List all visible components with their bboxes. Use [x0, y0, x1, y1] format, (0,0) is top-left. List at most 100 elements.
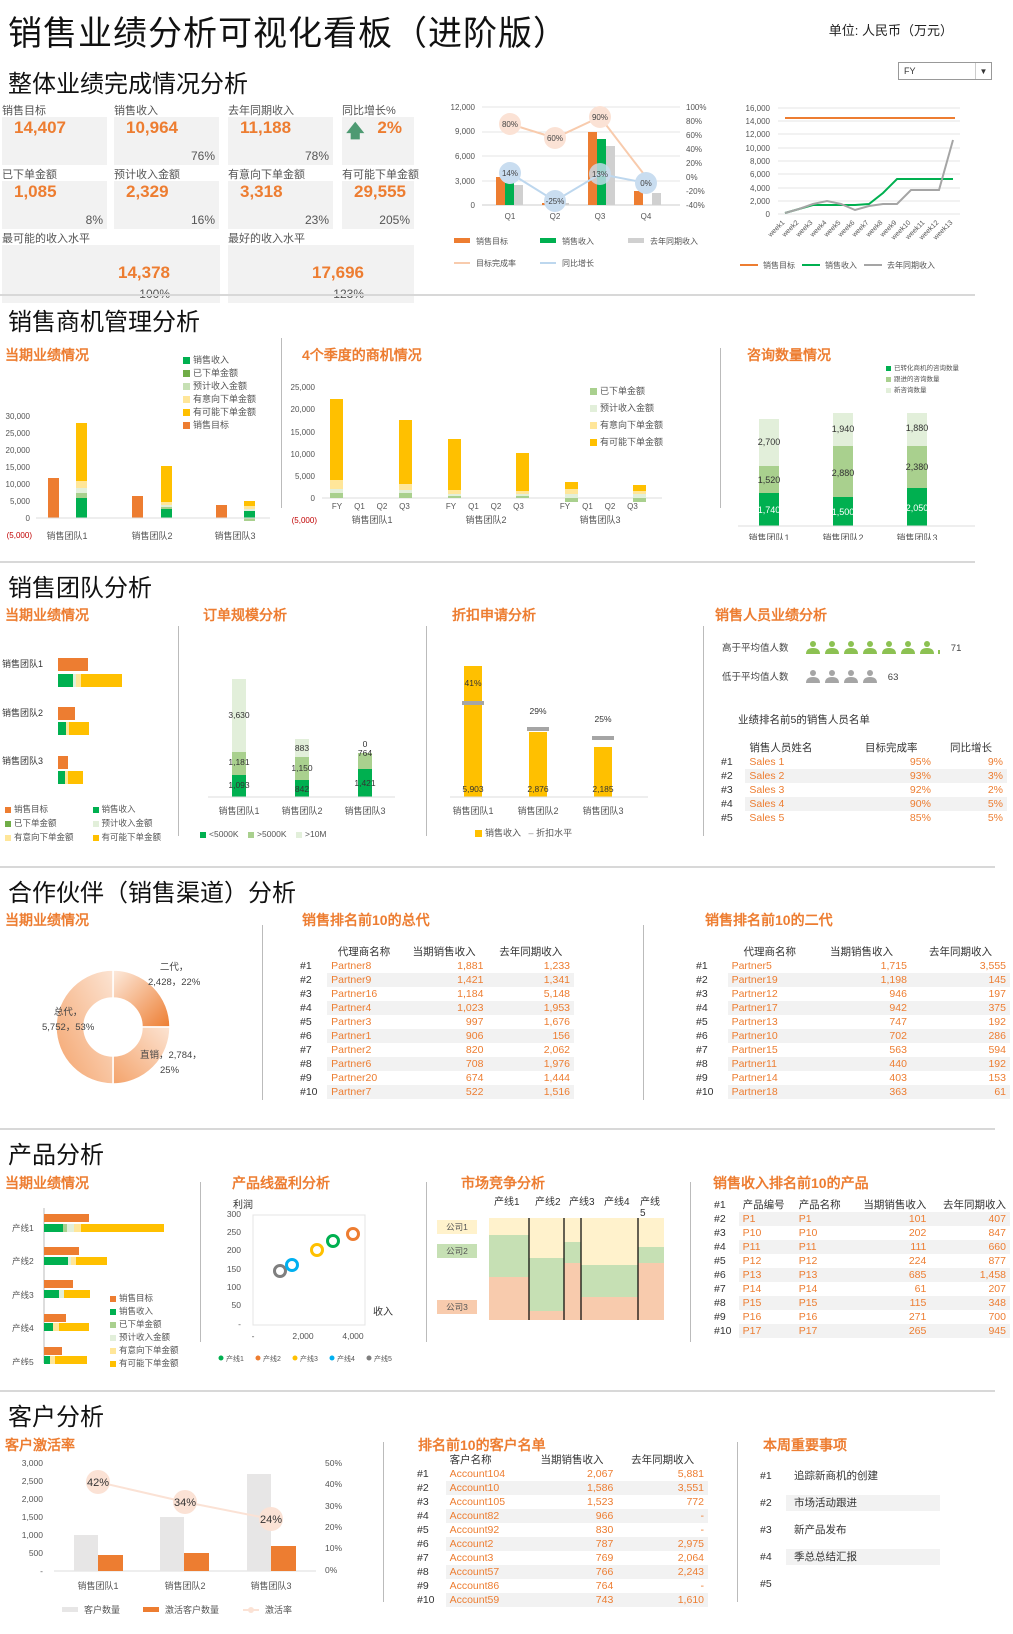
svg-text:14,000: 14,000	[746, 117, 771, 126]
svg-text:80%: 80%	[502, 120, 518, 129]
kpi-value: 1,085	[14, 182, 57, 201]
product-profit-title: 产品线盈利分析	[232, 1175, 330, 1191]
person-icon	[920, 641, 935, 654]
kpi-label: 有意向下单金额	[228, 169, 305, 181]
opp-quarter-legend: 已下单金额 预计收入金额 有意向下单金额 有可能下单金额	[590, 383, 663, 451]
top-second-partners-table: 代理商名称 当期销售收入 去年同期收入 #1 Partner5 1,715 3,555 #2…	[692, 945, 1010, 1099]
svg-text:1,940: 1,940	[832, 424, 855, 434]
svg-text:0: 0	[766, 210, 771, 219]
svg-text:29%: 29%	[529, 706, 546, 716]
kpi-percent: 16%	[190, 213, 215, 227]
kpi-card: 3,318 23%	[228, 181, 333, 229]
product-current-chart: 产线1 产线2 产线3 产线4 产线5	[12, 1208, 164, 1365]
svg-text:产线1: 产线1	[226, 1354, 244, 1363]
svg-text:销售收入: 销售收入	[825, 260, 857, 270]
opp-inquiry-legend: 已转化商机的咨询数量 跟进的咨询数量 新咨询数量	[886, 363, 959, 396]
table-row: #3 P10 P10 202 847	[714, 1227, 1006, 1239]
table-row: #9 Partner20 674 1,444	[300, 1072, 570, 1084]
table-row: #2 Sales 2 93% 3%	[717, 769, 1007, 783]
product-market-title: 市场竞争分析	[461, 1175, 545, 1191]
svg-text:激活客户数量: 激活客户数量	[165, 1604, 219, 1615]
person-icons-below	[805, 669, 881, 686]
svg-text:Q1: Q1	[468, 502, 479, 511]
kpi-card: 29,555 205%	[342, 181, 414, 229]
svg-text:Q2: Q2	[605, 502, 616, 511]
divider	[262, 925, 263, 1100]
svg-text:13%: 13%	[592, 170, 608, 179]
divider	[643, 925, 644, 1100]
company-3-label: 公司3	[437, 1300, 477, 1314]
top5-title: 业绩排名前5的销售人员名单	[738, 714, 870, 726]
svg-text:2,880: 2,880	[832, 468, 855, 478]
svg-text:Q2: Q2	[550, 212, 561, 221]
kpi-value: 2,329	[126, 182, 169, 201]
svg-text:20%: 20%	[686, 159, 702, 168]
svg-text:同比增长: 同比增长	[562, 258, 594, 268]
donut-label-second: 二代， 2,428，22%	[148, 962, 201, 988]
team-current-title: 当期业绩情况	[5, 607, 89, 623]
kpi-card: 11,188 78%	[228, 117, 333, 165]
person-icon	[863, 641, 878, 654]
svg-text:销售团队3: 销售团队3	[344, 805, 385, 816]
svg-text:42%: 42%	[87, 1477, 109, 1489]
svg-text:300: 300	[227, 1209, 241, 1219]
donut-label-direct: 直销，2,784， 25%	[140, 1050, 202, 1076]
table-row: #1 Partner5 1,715 3,555	[696, 960, 1006, 972]
svg-text:20,000: 20,000	[291, 405, 316, 414]
opp-current-title: 当期业绩情况	[5, 347, 89, 363]
below-average-label: 低于平均值人数	[722, 672, 789, 684]
svg-text:15,000: 15,000	[6, 463, 31, 472]
svg-text:销售团队2: 销售团队2	[822, 532, 863, 540]
svg-text:2,185: 2,185	[592, 784, 614, 794]
svg-text:90%: 90%	[592, 113, 608, 122]
svg-text:60%: 60%	[547, 134, 563, 143]
kpi-value: 14,378	[118, 263, 170, 282]
person-icon	[863, 670, 878, 683]
svg-text:销售团队1: 销售团队1	[46, 530, 87, 541]
todo-item: #2 市场活动跟进	[760, 1489, 940, 1516]
svg-text:Q1: Q1	[582, 502, 593, 511]
divider	[383, 1442, 384, 1602]
chevron-down-icon[interactable]: ▼	[975, 63, 991, 79]
period-select[interactable]: FY ▼	[898, 62, 992, 80]
table-row: #8 Partner6 708 1,976	[296, 1057, 574, 1071]
person-icon	[806, 670, 821, 683]
svg-text:产线5: 产线5	[374, 1354, 392, 1363]
table-row: #6 Account2 787 2,975	[413, 1537, 708, 1551]
person-icon	[844, 670, 859, 683]
svg-text:6,000: 6,000	[455, 152, 476, 161]
team-discount-legend: 销售收入 – 折扣水平	[475, 826, 572, 839]
todo-item: #4 季总总结汇报	[760, 1543, 940, 1570]
svg-text:1,093: 1,093	[228, 780, 250, 790]
kpi-value: 29,555	[354, 182, 406, 201]
svg-text:12,000: 12,000	[451, 103, 476, 112]
svg-text:764: 764	[358, 748, 372, 758]
svg-text:-25%: -25%	[546, 197, 565, 206]
divider	[690, 1182, 691, 1342]
svg-text:4,000: 4,000	[750, 184, 771, 193]
below-average-row: 低于平均值人数 63	[722, 669, 898, 686]
svg-text:0: 0	[471, 201, 476, 210]
section-title-product: 产品分析	[8, 1142, 104, 1169]
svg-text:41%: 41%	[464, 678, 481, 688]
table-row: #3 Account105 1,523 772	[417, 1496, 704, 1508]
profit-scatter-chart: 利润 300 250 200 150 100 50 - 收入 - 2,000 4,000 产线1…	[218, 1198, 393, 1363]
svg-text:30,000: 30,000	[6, 412, 31, 421]
divider	[200, 1182, 201, 1342]
opp-quarter-chart: 25,000 20,000 15,000 10,000 5,000 0 (5,000) FY…	[291, 383, 662, 525]
svg-text:目标完成率: 目标完成率	[476, 258, 516, 268]
svg-text:产线5: 产线5	[12, 1357, 34, 1365]
table-row: #3 Sales 3 92% 2%	[721, 784, 1003, 796]
svg-text:-20%: -20%	[686, 187, 705, 196]
svg-text:产线4: 产线4	[12, 1323, 34, 1333]
svg-text:50%: 50%	[325, 1458, 342, 1468]
svg-text:激活率: 激活率	[265, 1604, 292, 1615]
kpi-percent: 78%	[304, 149, 329, 163]
divider	[426, 1182, 427, 1342]
svg-text:0: 0	[26, 514, 31, 523]
top-general-partners-table: 代理商名称 当期销售收入 去年同期收入 #1 Partner8 1,881 1,233 #2…	[296, 945, 574, 1099]
svg-text:2,050: 2,050	[906, 503, 929, 513]
table-row: #9 Partner14 403 153	[696, 1072, 1006, 1084]
svg-text:销售团队2: 销售团队2	[465, 514, 506, 525]
